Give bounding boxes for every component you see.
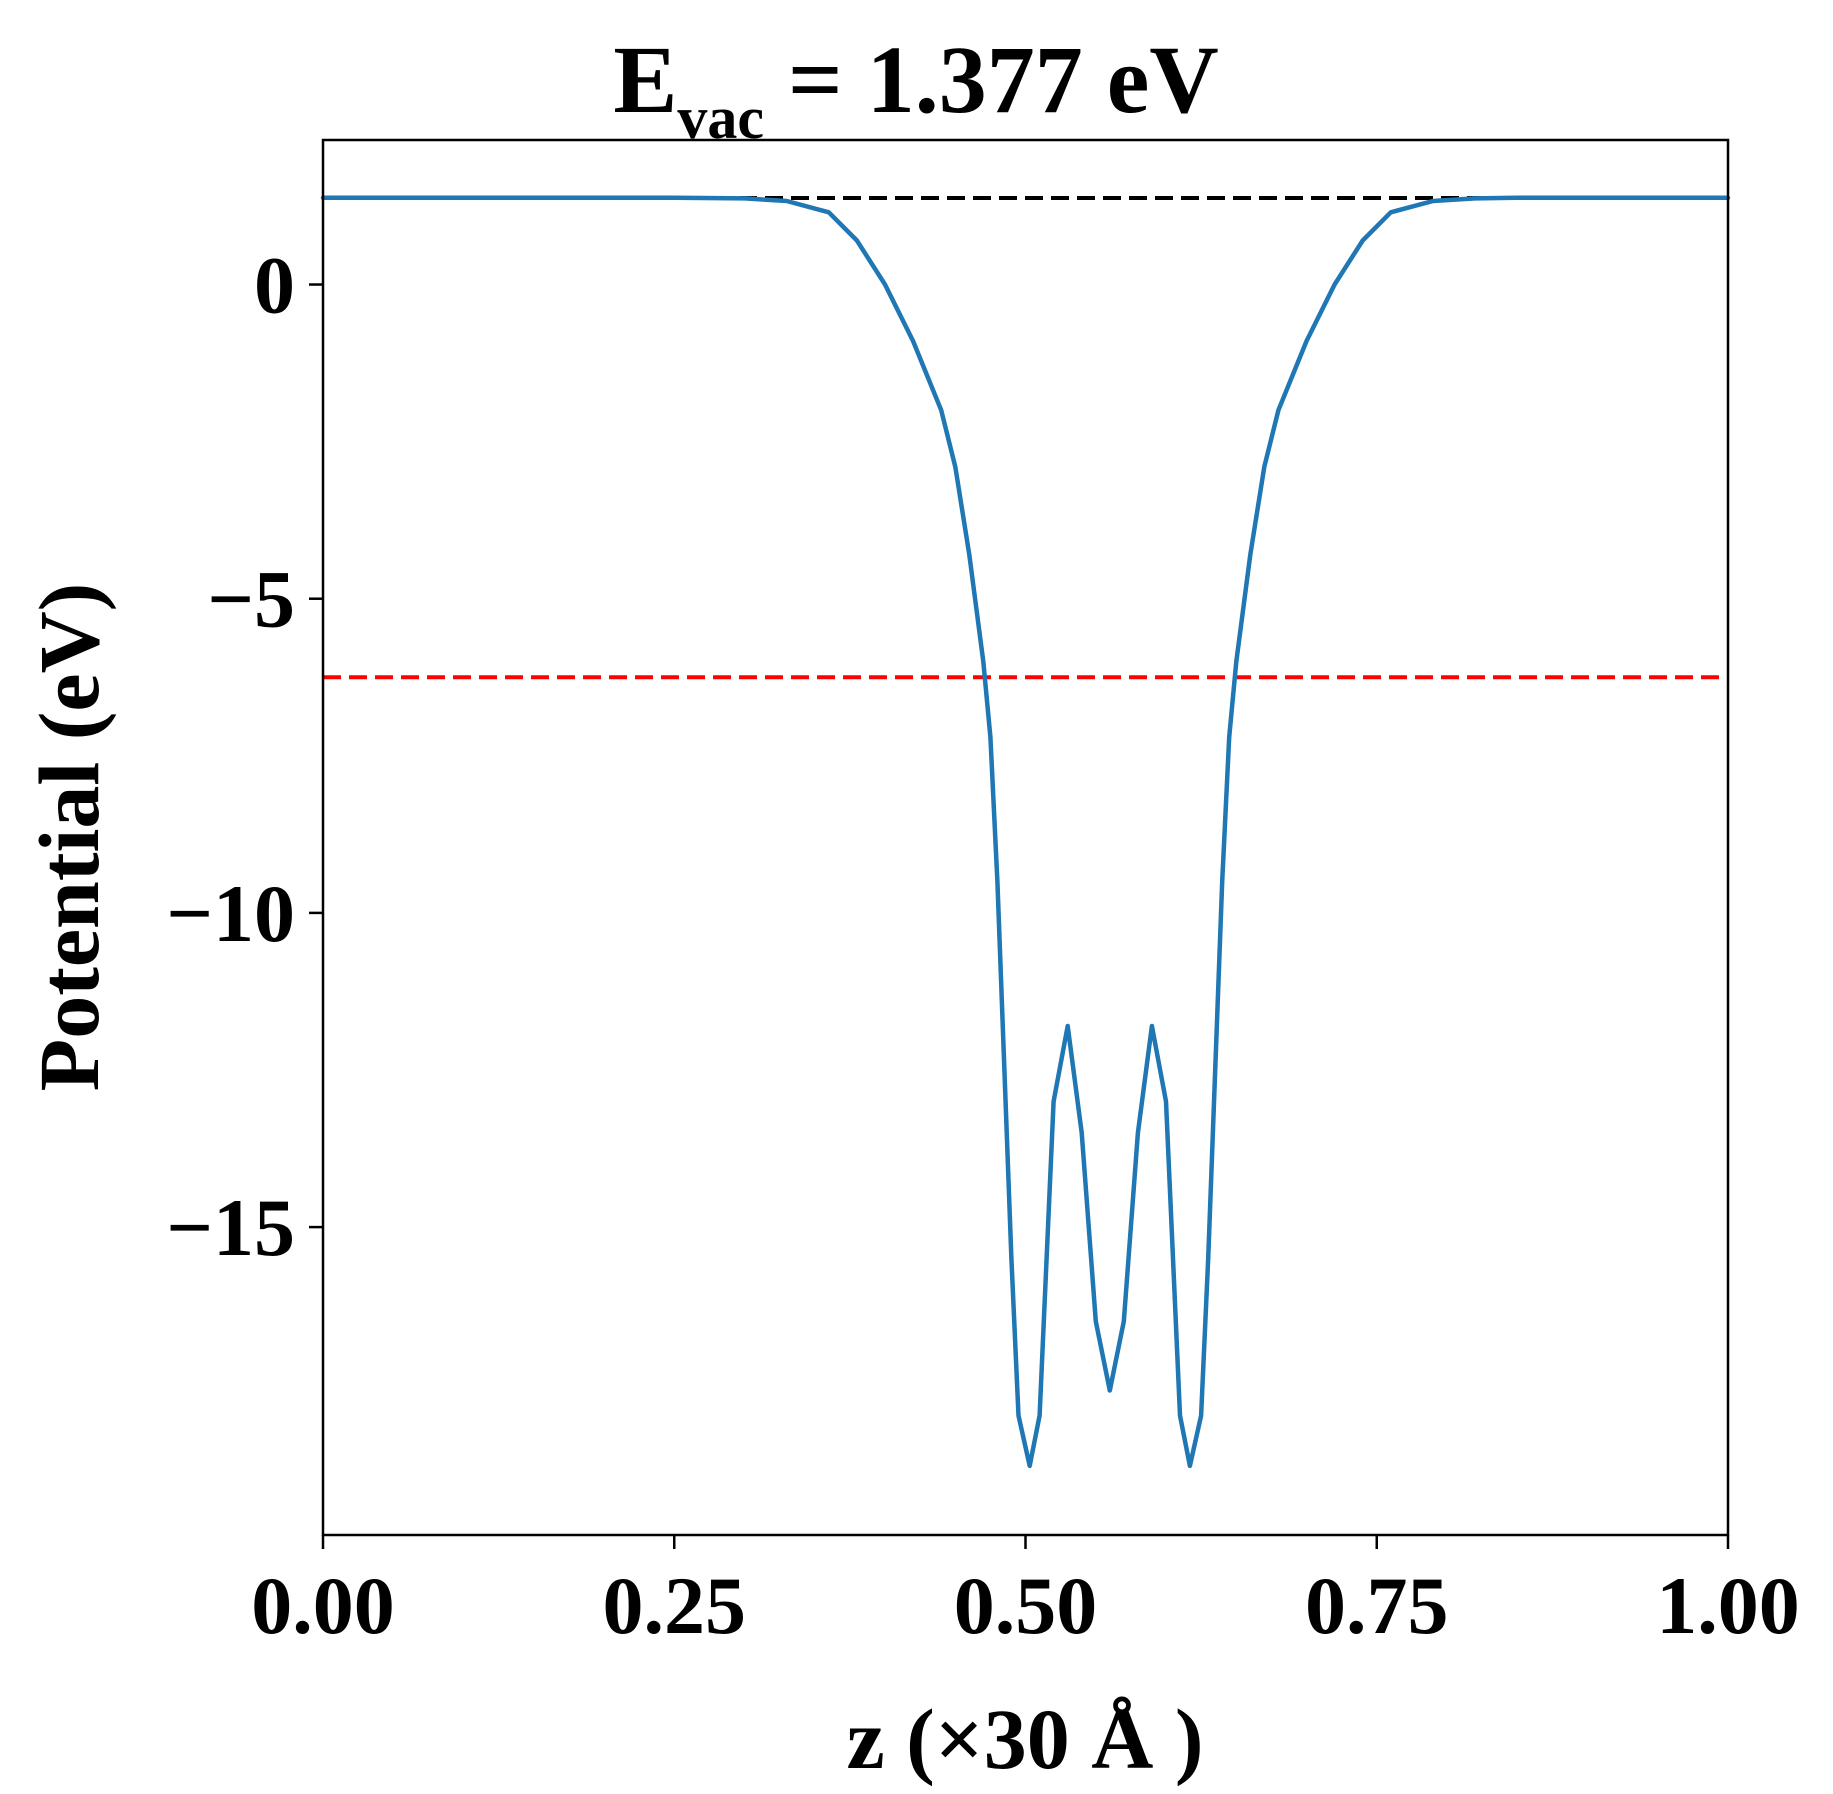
x-tick-label: 0.25 (603, 1560, 747, 1651)
x-axis-label: z (×30 Å ) (846, 1691, 1203, 1787)
y-tick-label: 0 (254, 240, 295, 331)
y-tick-label: −10 (166, 868, 295, 959)
y-tick-label: −15 (166, 1182, 295, 1273)
chart-title: Evac = 1.377 eV (613, 26, 1218, 151)
x-tick-label: 0.50 (954, 1560, 1098, 1651)
series-line-0 (320, 195, 1731, 1469)
y-axis-label: Potential (eV) (21, 583, 117, 1092)
y-ticks: 0 −5 −10 −15 (166, 240, 323, 1273)
x-tick-label: 1.00 (1656, 1560, 1800, 1651)
x-tick-label: 0.75 (1305, 1560, 1449, 1651)
y-tick-label: −5 (207, 554, 295, 645)
x-tick-label: 0.00 (251, 1560, 395, 1651)
x-ticks: 0.00 0.25 0.50 0.75 1.00 (251, 1535, 1800, 1651)
series-group (320, 195, 1731, 1469)
